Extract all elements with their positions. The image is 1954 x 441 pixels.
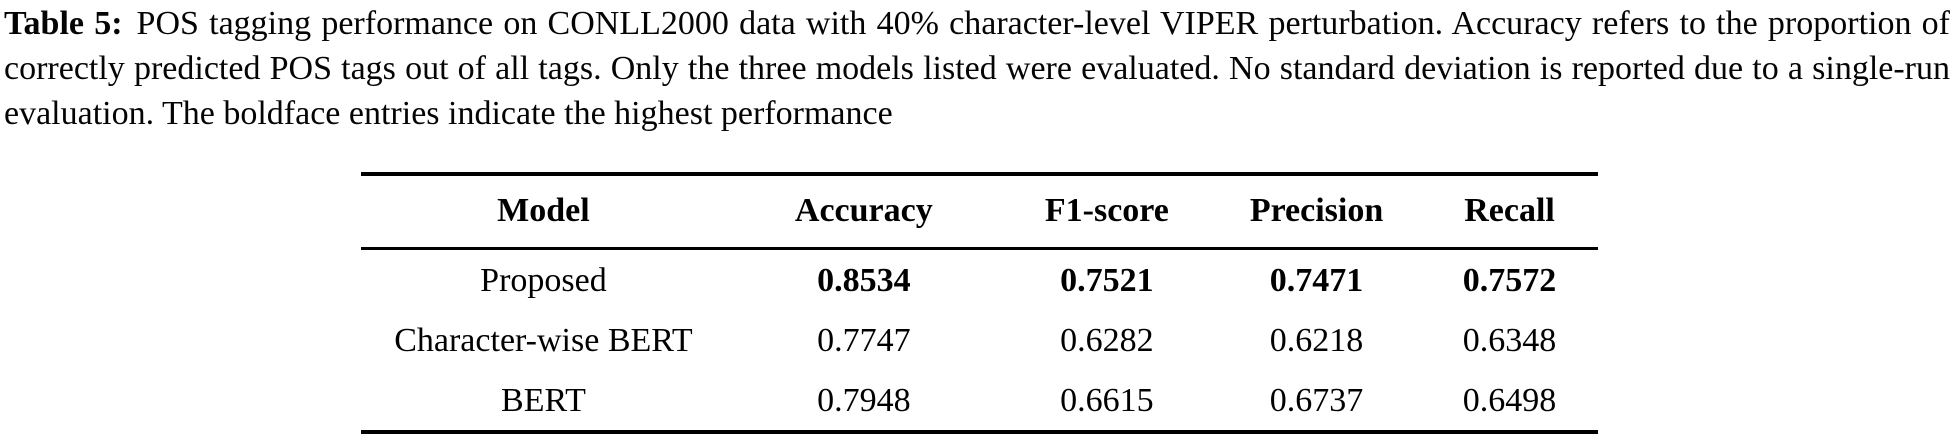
cell-f1-score: 0.6282 bbox=[1060, 322, 1154, 359]
results-table-container: Model Accuracy F1-score Precision Recall… bbox=[361, 172, 1598, 434]
column-header-f1-score: F1-score bbox=[1001, 174, 1213, 250]
table-caption: Table 5: POS tagging performance on CONLL… bbox=[4, 1, 1950, 136]
column-header-recall: Recall bbox=[1421, 174, 1598, 250]
cell-accuracy: 0.7948 bbox=[817, 382, 911, 419]
cell-model: BERT bbox=[501, 382, 586, 419]
cell-precision: 0.6737 bbox=[1269, 382, 1364, 419]
column-header-model: Model bbox=[361, 174, 726, 250]
cell-precision: 0.6218 bbox=[1269, 322, 1364, 359]
cell-recall: 0.7572 bbox=[1462, 262, 1557, 299]
column-header-precision: Precision bbox=[1212, 174, 1422, 250]
cell-recall: 0.6348 bbox=[1462, 322, 1557, 359]
results-table: Model Accuracy F1-score Precision Recall… bbox=[361, 172, 1598, 434]
cell-accuracy: 0.8534 bbox=[817, 262, 911, 299]
table-row-proposed: Proposed 0.8534 0.7521 0.7471 0.7572 bbox=[361, 249, 1598, 311]
table-row-character-wise-bert: Character-wise BERT 0.7747 0.6282 0.6218… bbox=[361, 310, 1598, 370]
caption-text: POS tagging performance on CONLL2000 dat… bbox=[4, 5, 1950, 132]
cell-recall: 0.6498 bbox=[1462, 382, 1557, 419]
cell-model: Proposed bbox=[480, 262, 607, 299]
column-header-accuracy: Accuracy bbox=[725, 174, 1002, 250]
cell-model: Character-wise BERT bbox=[394, 322, 693, 359]
cell-accuracy: 0.7747 bbox=[817, 322, 911, 359]
table-header-row: Model Accuracy F1-score Precision Recall bbox=[361, 174, 1598, 250]
cell-precision: 0.7471 bbox=[1269, 262, 1364, 299]
cell-f1-score: 0.7521 bbox=[1060, 262, 1154, 299]
table-row-bert: BERT 0.7948 0.6615 0.6737 0.6498 bbox=[361, 370, 1598, 432]
cell-f1-score: 0.6615 bbox=[1060, 382, 1154, 419]
caption-label: Table 5: bbox=[4, 5, 123, 42]
